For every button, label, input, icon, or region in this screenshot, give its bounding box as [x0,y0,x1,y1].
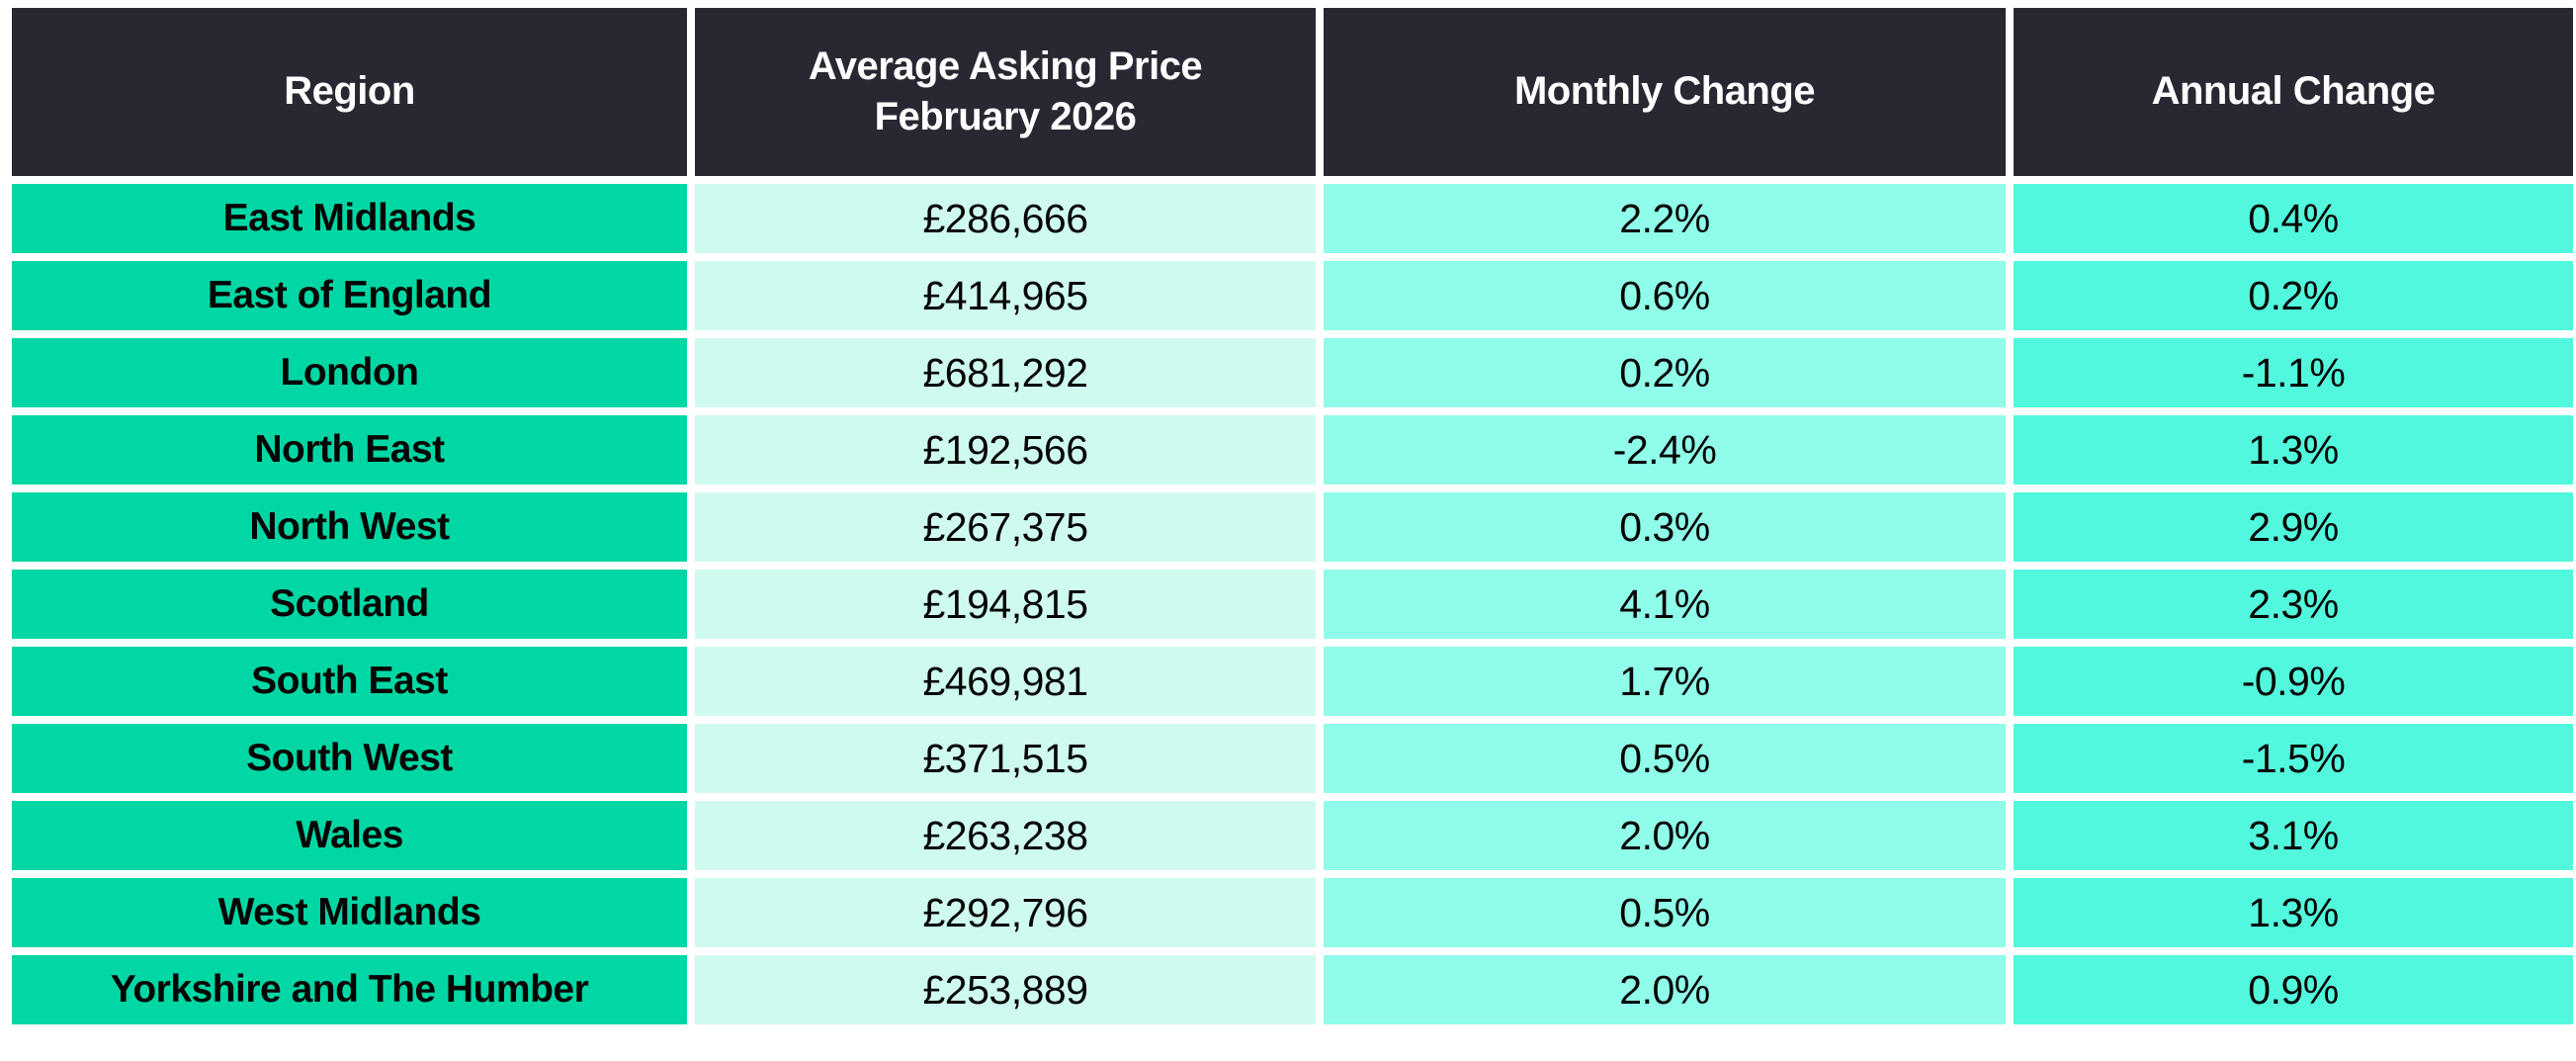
asking-price-cell: £371,515 [695,724,1316,793]
monthly-change-cell: 2.0% [1324,955,2006,1024]
region-cell: East of England [12,261,687,330]
monthly-change-cell: 2.2% [1324,184,2006,253]
column-header-annual-change: Annual Change [2014,8,2573,176]
annual-change-cell: 0.9% [2014,955,2573,1024]
region-cell: Wales [12,801,687,870]
asking-price-cell: £253,889 [695,955,1316,1024]
asking-price-cell: £194,815 [695,570,1316,639]
region-cell: East Midlands [12,184,687,253]
table-row: South West £371,515 0.5% -1.5% [12,724,2573,793]
table-row: East of England £414,965 0.6% 0.2% [12,261,2573,330]
monthly-change-cell: 0.2% [1324,338,2006,407]
asking-price-cell: £286,666 [695,184,1316,253]
column-header-price-line2: February 2026 [874,95,1137,138]
region-cell: Yorkshire and The Humber [12,955,687,1024]
table-row: Scotland £194,815 4.1% 2.3% [12,570,2573,639]
table-row: East Midlands £286,666 2.2% 0.4% [12,184,2573,253]
monthly-change-cell: 0.6% [1324,261,2006,330]
monthly-change-cell: -2.4% [1324,415,2006,485]
region-cell: London [12,338,687,407]
monthly-change-cell: 0.3% [1324,492,2006,562]
table-row: South East £469,981 1.7% -0.9% [12,647,2573,716]
asking-price-cell: £192,566 [695,415,1316,485]
annual-change-cell: -1.5% [2014,724,2573,793]
region-cell: North West [12,492,687,562]
annual-change-cell: 1.3% [2014,415,2573,485]
monthly-change-cell: 1.7% [1324,647,2006,716]
table-row: Wales £263,238 2.0% 3.1% [12,801,2573,870]
region-cell: South West [12,724,687,793]
monthly-change-cell: 0.5% [1324,878,2006,947]
table-row: London £681,292 0.2% -1.1% [12,338,2573,407]
regional-price-table: Region Average Asking Price February 202… [12,8,2573,1024]
annual-change-cell: 1.3% [2014,878,2573,947]
region-cell: North East [12,415,687,485]
asking-price-cell: £414,965 [695,261,1316,330]
annual-change-cell: 2.9% [2014,492,2573,562]
annual-change-cell: 0.4% [2014,184,2573,253]
column-header-average-asking-price: Average Asking Price February 2026 [695,8,1316,176]
table-row: West Midlands £292,796 0.5% 1.3% [12,878,2573,947]
asking-price-cell: £469,981 [695,647,1316,716]
table-row: North East £192,566 -2.4% 1.3% [12,415,2573,485]
annual-change-cell: -1.1% [2014,338,2573,407]
monthly-change-cell: 0.5% [1324,724,2006,793]
table-header-row: Region Average Asking Price February 202… [12,8,2573,176]
region-cell: South East [12,647,687,716]
annual-change-cell: 0.2% [2014,261,2573,330]
table-row: Yorkshire and The Humber £253,889 2.0% 0… [12,955,2573,1024]
asking-price-cell: £267,375 [695,492,1316,562]
column-header-monthly-change: Monthly Change [1324,8,2006,176]
table-row: North West £267,375 0.3% 2.9% [12,492,2573,562]
annual-change-cell: 2.3% [2014,570,2573,639]
monthly-change-cell: 2.0% [1324,801,2006,870]
monthly-change-cell: 4.1% [1324,570,2006,639]
annual-change-cell: 3.1% [2014,801,2573,870]
asking-price-cell: £681,292 [695,338,1316,407]
region-cell: Scotland [12,570,687,639]
column-header-price-line1: Average Asking Price [808,44,1203,88]
region-cell: West Midlands [12,878,687,947]
table-body: East Midlands £286,666 2.2% 0.4% East of… [12,184,2573,1024]
annual-change-cell: -0.9% [2014,647,2573,716]
asking-price-cell: £292,796 [695,878,1316,947]
asking-price-cell: £263,238 [695,801,1316,870]
column-header-region: Region [12,8,687,176]
